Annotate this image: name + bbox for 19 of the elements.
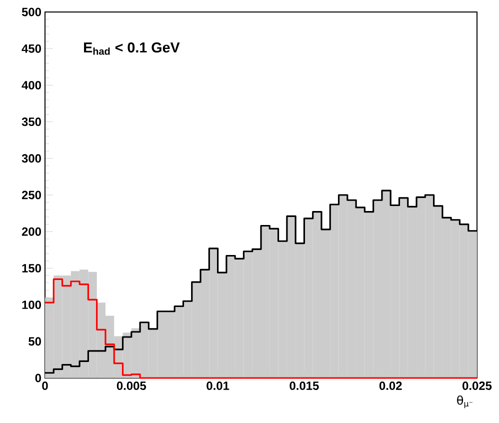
y-tick-label: 200 bbox=[22, 227, 41, 236]
x-tick-label: 0 bbox=[42, 382, 48, 390]
x-tick-label: 0.01 bbox=[206, 382, 230, 390]
y-tick-label: 350 bbox=[22, 118, 41, 126]
x-tick-label: 0.02 bbox=[379, 382, 402, 390]
y-tick-label: 50 bbox=[28, 337, 41, 346]
x-tick-label: 0.015 bbox=[290, 382, 319, 390]
y-tick-label: 450 bbox=[22, 44, 41, 53]
y-tick-label: 300 bbox=[22, 154, 41, 163]
x-tick-label: 0.025 bbox=[462, 382, 492, 390]
y-tick-label: 250 bbox=[22, 190, 41, 200]
y-tick-label: 500 bbox=[22, 8, 41, 16]
annotation: E$_{had}$ < 0.1 GeV bbox=[84, 42, 180, 55]
y-tick-label: 400 bbox=[22, 80, 41, 90]
x-tick-label: 0.005 bbox=[116, 382, 146, 390]
y-tick-label: 100 bbox=[22, 300, 41, 310]
x-axis-title: θ$_{μ⁻}$ bbox=[457, 395, 472, 408]
y-tick-label: 150 bbox=[22, 264, 41, 272]
y-tick-label: 0 bbox=[35, 374, 41, 382]
